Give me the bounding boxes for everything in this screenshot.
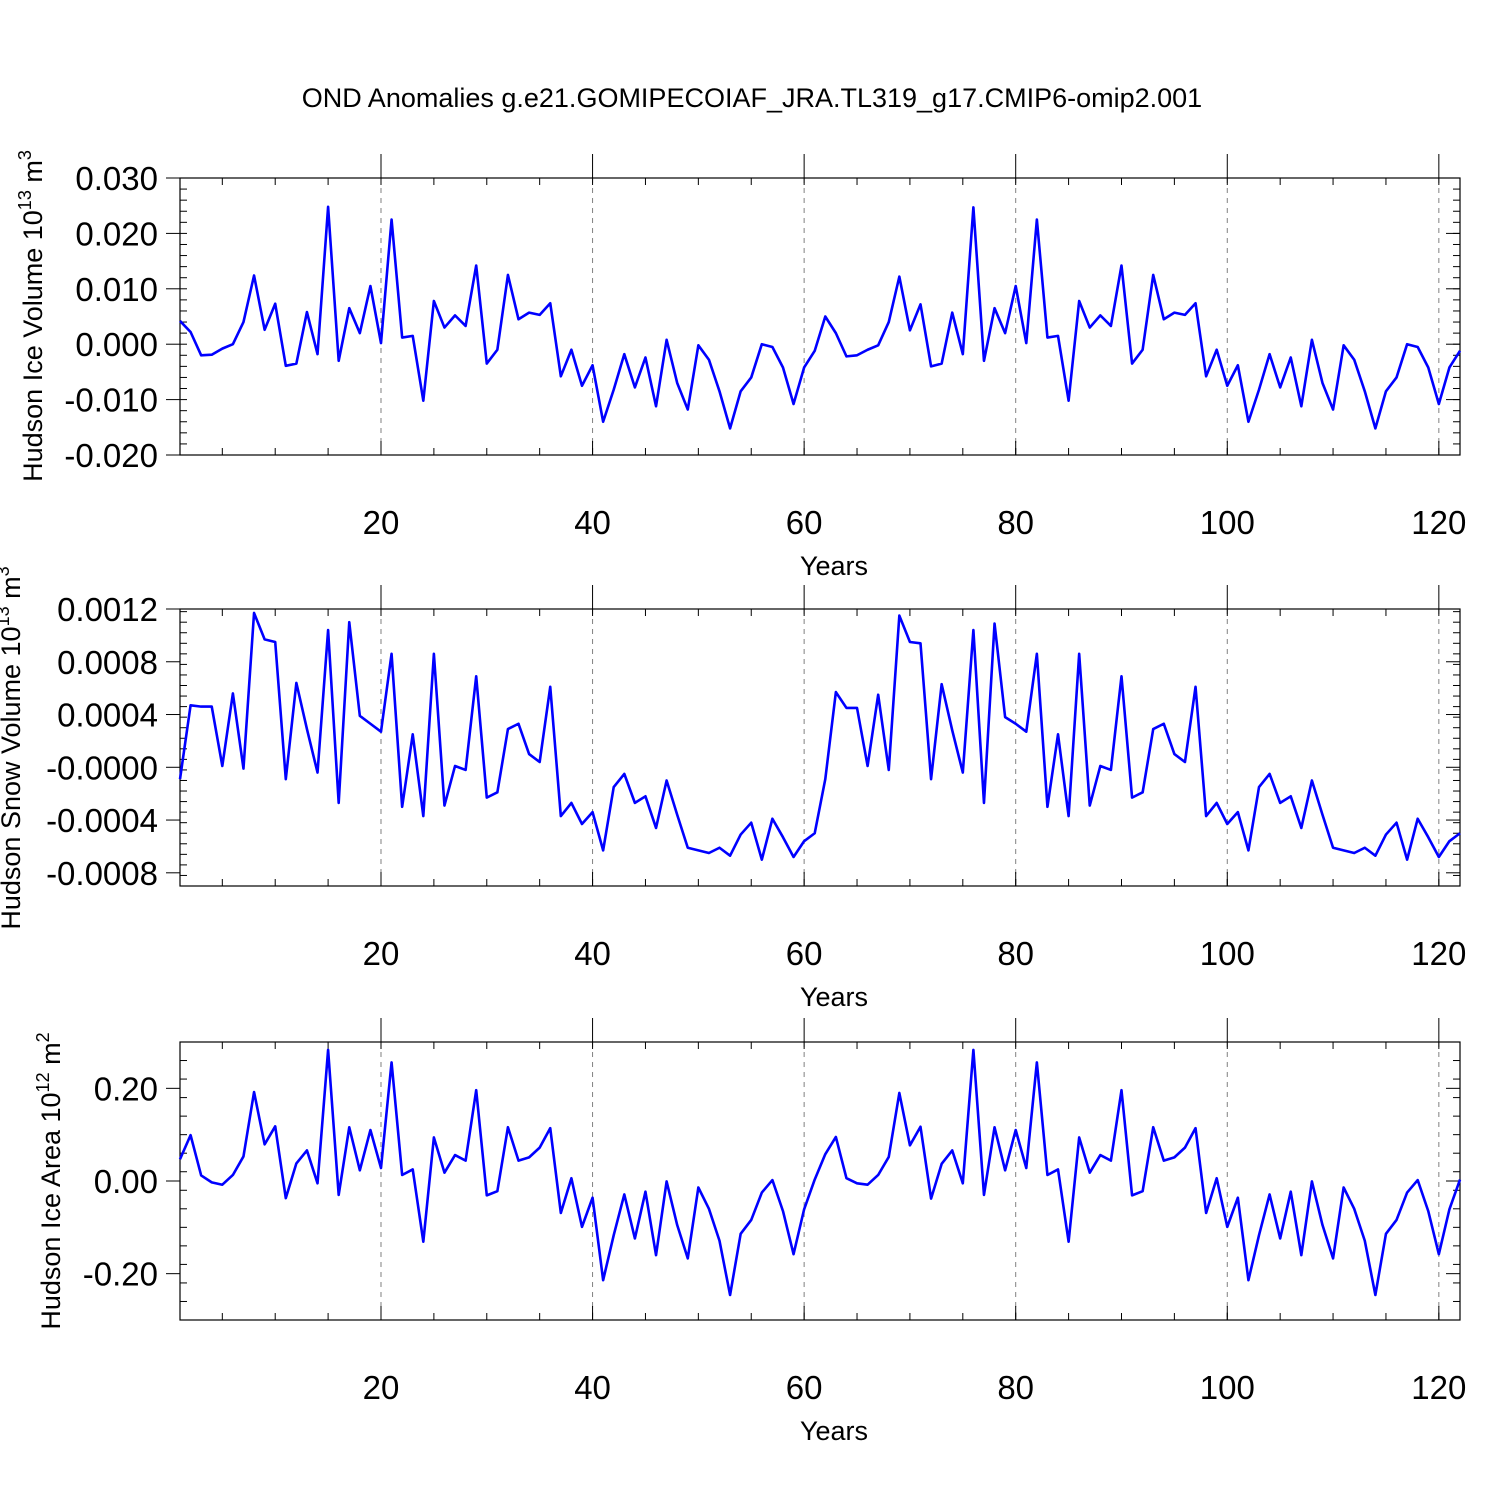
- data-series-line: [179, 205, 1462, 430]
- y-tick-label: 0.030: [75, 160, 158, 197]
- x-tick-label: 60: [786, 1369, 823, 1406]
- y-tick-label: 0.010: [75, 271, 158, 308]
- x-tick-label: 40: [574, 504, 611, 541]
- plot-frame: [179, 608, 1461, 887]
- x-tick-label: 100: [1200, 1369, 1255, 1406]
- y-tick-label: 0.20: [94, 1070, 158, 1107]
- plot-frame: [179, 1041, 1461, 1321]
- x-tick-label: 20: [363, 1369, 400, 1406]
- y-axis-title: Hudson Ice Volume 1013 m3: [15, 150, 48, 482]
- y-tick-label: 0.020: [75, 215, 158, 252]
- x-tick-label: 40: [574, 935, 611, 972]
- x-tick-label: 80: [997, 935, 1034, 972]
- y-tick-label: -0.20: [83, 1256, 158, 1293]
- x-axis-title: Years: [800, 551, 868, 581]
- x-tick-label: 20: [363, 935, 400, 972]
- y-tick-label: -0.0008: [46, 855, 158, 892]
- y-tick-label: 0.0008: [57, 644, 158, 681]
- x-axis-title: Years: [800, 1416, 868, 1446]
- y-tick-label: -0.0004: [46, 802, 158, 839]
- x-tick-label: 40: [574, 1369, 611, 1406]
- x-axis-title: Years: [800, 982, 868, 1012]
- x-tick-label: 60: [786, 504, 823, 541]
- x-tick-label: 120: [1411, 935, 1466, 972]
- y-axis-title: Hudson Ice Area 1012 m2: [33, 1032, 66, 1329]
- x-tick-label: 80: [997, 504, 1034, 541]
- x-tick-label: 80: [997, 1369, 1034, 1406]
- x-tick-label: 60: [786, 935, 823, 972]
- figure-title: OND Anomalies g.e21.GOMIPECOIAF_JRA.TL31…: [302, 83, 1202, 113]
- y-tick-label: 0.0004: [57, 697, 158, 734]
- y-tick-label: -0.010: [64, 382, 158, 419]
- x-tick-label: 120: [1411, 1369, 1466, 1406]
- panel-2: -0.0008 -0.0004 -0.0000 0.0004 0.0008 0.0012 2…: [0, 566, 1466, 1012]
- data-series-line: [178, 1048, 1462, 1297]
- x-tick-label: 20: [363, 504, 400, 541]
- y-tick-label: 0.00: [94, 1163, 158, 1200]
- y-tick-label: -0.020: [64, 437, 158, 474]
- y-axis-title: Hudson Snow Volume 1013 m3: [0, 566, 26, 929]
- x-tick-label: 100: [1200, 935, 1255, 972]
- panel-3: -0.20 0.00 0.20 20 40 60 80 100 120 Years Hudson I…: [33, 1018, 1466, 1446]
- y-tick-label: 0.0012: [57, 591, 158, 628]
- plot-frame: [179, 177, 1461, 456]
- y-tick-label: -0.0000: [46, 749, 158, 786]
- data-series-line: [178, 611, 1461, 861]
- y-tick-label: 0.000: [75, 326, 158, 363]
- x-tick-label: 100: [1200, 504, 1255, 541]
- x-tick-label: 120: [1411, 504, 1466, 541]
- panel-1: -0.020 -0.010 0.000 0.010 0.020 0.030 20 40 60 80…: [15, 150, 1466, 581]
- panels-group: -0.020 -0.010 0.000 0.010 0.020 0.030 20 40 60 80…: [0, 150, 1466, 1446]
